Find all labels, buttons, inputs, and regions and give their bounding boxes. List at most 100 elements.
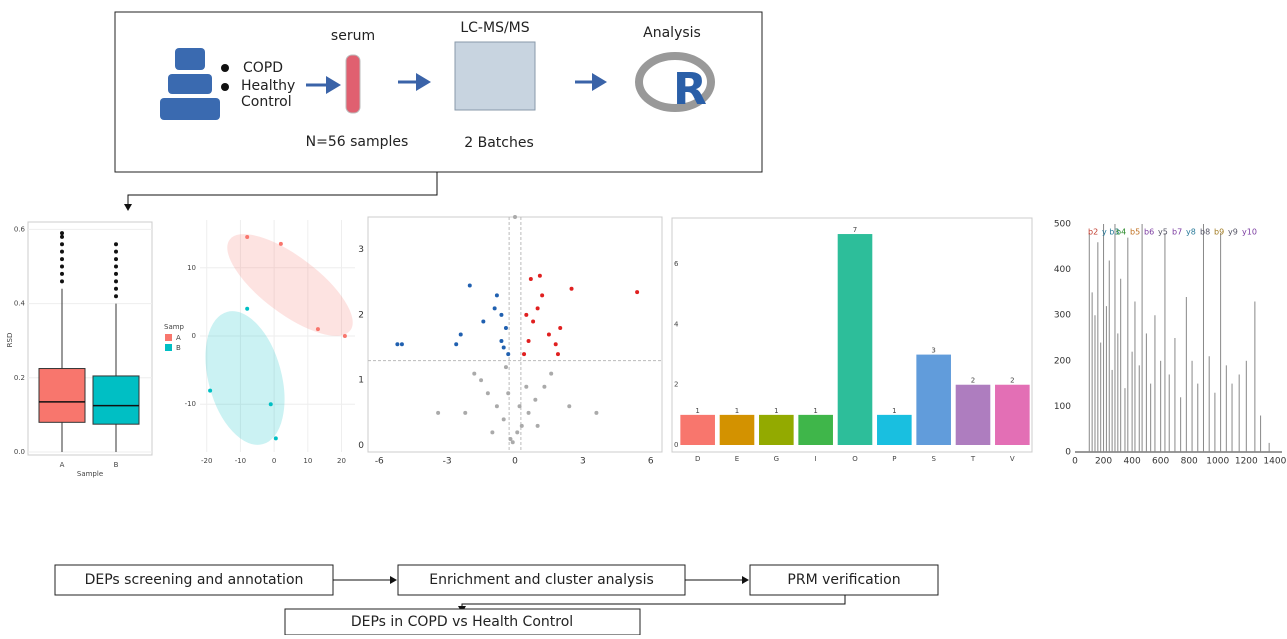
y-tick-label: 500: [1054, 220, 1071, 230]
x-tick-label: T: [970, 455, 976, 463]
flow-step: Enrichment and cluster analysis: [429, 572, 654, 588]
outlier: [114, 264, 118, 269]
y-tick-label: 100: [1054, 402, 1071, 412]
x-tick-label: -20: [201, 457, 212, 465]
outlier: [114, 279, 118, 284]
point: [268, 402, 273, 407]
ion-label: b4: [1116, 228, 1126, 237]
panel-frame: [367, 216, 663, 453]
y-tick-label: 1: [358, 376, 364, 386]
ion-label: y9: [1228, 228, 1238, 237]
outlier: [60, 264, 64, 269]
value-label: 1: [892, 407, 896, 415]
x-tick-label: V: [1010, 455, 1015, 463]
point: [481, 319, 486, 324]
outlier: [114, 242, 118, 247]
bar: [916, 354, 951, 445]
point: [594, 410, 599, 415]
point: [278, 241, 283, 246]
y-tick-label: 0.2: [14, 374, 25, 382]
x-tick-label: G: [774, 455, 779, 463]
x-tick-label: P: [892, 455, 896, 463]
y-tick-label: -10: [185, 400, 196, 408]
point: [540, 293, 545, 298]
outlier: [60, 279, 64, 284]
point: [515, 430, 520, 435]
ion-label: b7: [1172, 228, 1182, 237]
bullet: [221, 83, 229, 91]
point: [395, 342, 400, 347]
point: [569, 286, 574, 291]
legend-key: [165, 344, 172, 351]
point: [492, 306, 497, 311]
x-tick-label: O: [852, 455, 858, 463]
point: [494, 404, 499, 409]
y-tick-label: 4: [674, 320, 679, 328]
legend-key: [165, 334, 172, 341]
point: [494, 293, 499, 298]
point: [479, 378, 484, 383]
point: [436, 410, 441, 415]
instrument-icon: [454, 41, 536, 111]
point: [555, 352, 560, 357]
point: [245, 235, 250, 240]
step-note: 2 Batches: [464, 135, 534, 151]
bar: [955, 384, 991, 445]
point: [524, 312, 529, 317]
y-tick-label: 0.0: [14, 448, 25, 456]
axis-label: RSD: [6, 333, 14, 348]
x-tick-label: S: [931, 455, 936, 463]
x-tick-label: 200: [1095, 457, 1112, 467]
point: [526, 410, 531, 415]
point: [503, 365, 508, 370]
x-tick-label: E: [735, 455, 739, 463]
x-tick-label: 10: [303, 457, 312, 465]
x-tick-label: D: [695, 455, 700, 463]
point: [463, 410, 468, 415]
bullet: [221, 64, 229, 72]
x-tick-label: -6: [375, 457, 384, 467]
point: [528, 277, 533, 282]
point: [467, 283, 472, 288]
point: [506, 352, 511, 357]
outlier: [60, 242, 64, 247]
point: [513, 215, 517, 219]
tube-icon: [345, 54, 361, 114]
bar: [837, 234, 873, 445]
ion-label: b9: [1214, 228, 1224, 237]
y-tick-label: 2: [674, 381, 678, 389]
bar: [680, 414, 715, 445]
bar: [719, 414, 755, 445]
point: [533, 397, 538, 402]
step-title: serum: [331, 28, 375, 44]
value-label: 3: [931, 347, 935, 355]
point: [542, 384, 547, 389]
ion-label: y5: [1158, 228, 1168, 237]
x-tick-label: 400: [1124, 457, 1141, 467]
point: [567, 404, 572, 409]
step-title: Analysis: [643, 25, 701, 41]
outlier: [114, 294, 118, 299]
y-tick-label: 200: [1054, 356, 1071, 366]
point: [499, 312, 504, 317]
confidence-ellipse: [205, 311, 285, 445]
outlier: [60, 271, 64, 276]
point: [342, 334, 347, 338]
x-tick-label: 3: [580, 457, 586, 467]
flow-box: [54, 564, 334, 596]
point: [315, 327, 320, 332]
y-tick-label: 0.4: [14, 300, 26, 308]
x-tick-label: 1400: [1263, 457, 1286, 467]
y-tick-label: 0: [674, 441, 678, 449]
bar: [759, 414, 794, 445]
bar: [995, 384, 1030, 445]
x-tick-label: 1200: [1235, 457, 1258, 467]
group-label: Healthy Control: [241, 78, 296, 110]
point: [558, 325, 563, 330]
point: [485, 391, 490, 396]
outlier: [114, 271, 118, 276]
box: [92, 375, 140, 425]
point: [499, 339, 504, 344]
outlier: [60, 231, 64, 236]
flow-step: DEPs screening and annotation: [85, 572, 304, 588]
